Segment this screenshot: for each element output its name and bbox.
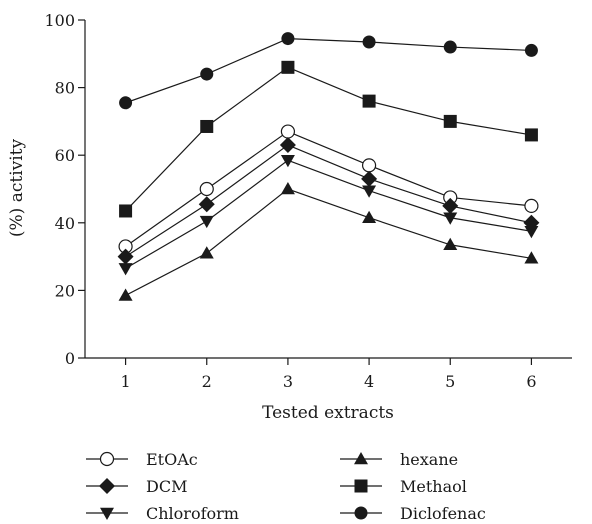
data-point-diclofenac: [362, 35, 376, 49]
legend-item-diclofenac: Diclofenac: [340, 504, 486, 523]
data-point-chloroform: [524, 226, 539, 239]
y-axis-label: (%) activity: [7, 138, 27, 237]
y-tick-label: 100: [44, 11, 75, 30]
series-dcm: [117, 137, 540, 265]
data-point-chloroform: [280, 155, 295, 168]
data-point-methaol: [524, 128, 538, 142]
legend-marker-dcm: [99, 478, 115, 494]
x-axis-label: Tested extracts: [262, 403, 394, 423]
legend-marker-methaol: [354, 479, 368, 493]
legend-item-methaol: Methaol: [340, 477, 467, 496]
axes: 0 20 40 60 80 100 1 2 3 4 5 6: [44, 11, 572, 391]
legend-item-etoac: EtOAc: [86, 450, 198, 469]
y-tick-label: 80: [55, 79, 75, 98]
data-point-diclofenac: [281, 32, 295, 46]
legend-marker-hexane: [354, 452, 368, 465]
series-chloroform: [118, 155, 539, 276]
legend-label-hexane: hexane: [400, 450, 458, 469]
data-point-chloroform: [443, 212, 458, 225]
data-point-hexane: [199, 246, 214, 259]
series-line-dcm: [125, 144, 532, 258]
data-point-etoac: [280, 124, 296, 139]
legend-item-chloroform: Chloroform: [86, 504, 239, 523]
x-tick-label: 1: [120, 372, 130, 391]
data-point-diclofenac: [200, 67, 214, 81]
data-point-hexane: [118, 288, 133, 301]
data-point-chloroform: [199, 215, 214, 229]
data-point-dcm: [361, 170, 378, 187]
data-point-methaol: [119, 204, 133, 218]
data-point-hexane: [280, 182, 295, 195]
legend-label-dcm: DCM: [146, 477, 187, 496]
series-line-etoac: [125, 130, 532, 247]
y-tick-label: 40: [55, 214, 75, 233]
data-point-diclofenac: [443, 40, 457, 54]
x-tick-label: 3: [283, 372, 293, 391]
y-tick-label: 20: [55, 281, 75, 300]
legend: EtOAc DCM Chloroform hexane Methaol Diclofena…: [86, 450, 486, 523]
x-tick-label: 6: [526, 372, 536, 391]
data-point-dcm: [442, 197, 459, 214]
legend-marker-etoac: [99, 451, 115, 467]
data-point-etoac: [199, 181, 214, 197]
data-point-diclofenac: [524, 43, 538, 57]
y-tick-label: 0: [65, 349, 75, 368]
data-point-chloroform: [362, 185, 377, 198]
x-tick-label: 2: [202, 372, 212, 391]
legend-item-dcm: DCM: [86, 477, 187, 496]
series-methaol: [119, 60, 538, 218]
series-line-chloroform: [125, 159, 532, 269]
data-point-methaol: [362, 94, 376, 108]
series-line-methaol: [125, 66, 532, 212]
data-point-hexane: [524, 251, 539, 264]
data-point-hexane: [443, 237, 458, 251]
series-diclofenac: [119, 32, 538, 110]
series-hexane: [118, 182, 539, 301]
legend-marker-chloroform: [100, 507, 114, 520]
data-point-hexane: [362, 210, 377, 223]
data-point-dcm: [117, 248, 134, 265]
y-tick-label: 60: [55, 146, 75, 165]
legend-label-etoac: EtOAc: [146, 450, 198, 469]
data-point-methaol: [200, 119, 214, 133]
legend-item-hexane: hexane: [340, 450, 458, 469]
data-point-methaol: [281, 60, 295, 74]
legend-label-chloroform: Chloroform: [146, 504, 239, 523]
data-point-chloroform: [118, 263, 133, 276]
x-tick-label: 4: [364, 372, 374, 391]
series-etoac: [118, 124, 539, 254]
data-point-etoac: [524, 198, 539, 213]
legend-label-diclofenac: Diclofenac: [400, 504, 486, 523]
data-point-methaol: [443, 114, 457, 128]
x-tick-label: 5: [445, 372, 455, 391]
series-layer: [117, 32, 540, 301]
data-point-diclofenac: [119, 96, 133, 110]
data-point-etoac: [361, 158, 377, 173]
data-point-dcm: [198, 196, 215, 213]
legend-label-methaol: Methaol: [400, 477, 467, 496]
series-line-hexane: [125, 188, 532, 297]
series-line-diclofenac: [125, 37, 532, 104]
data-point-dcm: [279, 137, 296, 154]
legend-marker-diclofenac: [354, 506, 368, 520]
